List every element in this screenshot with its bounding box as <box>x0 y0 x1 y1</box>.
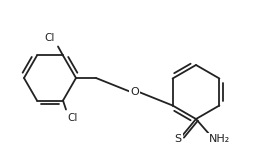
Text: NH₂: NH₂ <box>208 134 230 144</box>
Text: O: O <box>130 87 139 97</box>
Text: Cl: Cl <box>68 113 78 122</box>
Text: Cl: Cl <box>45 33 55 44</box>
Text: S: S <box>174 134 182 144</box>
